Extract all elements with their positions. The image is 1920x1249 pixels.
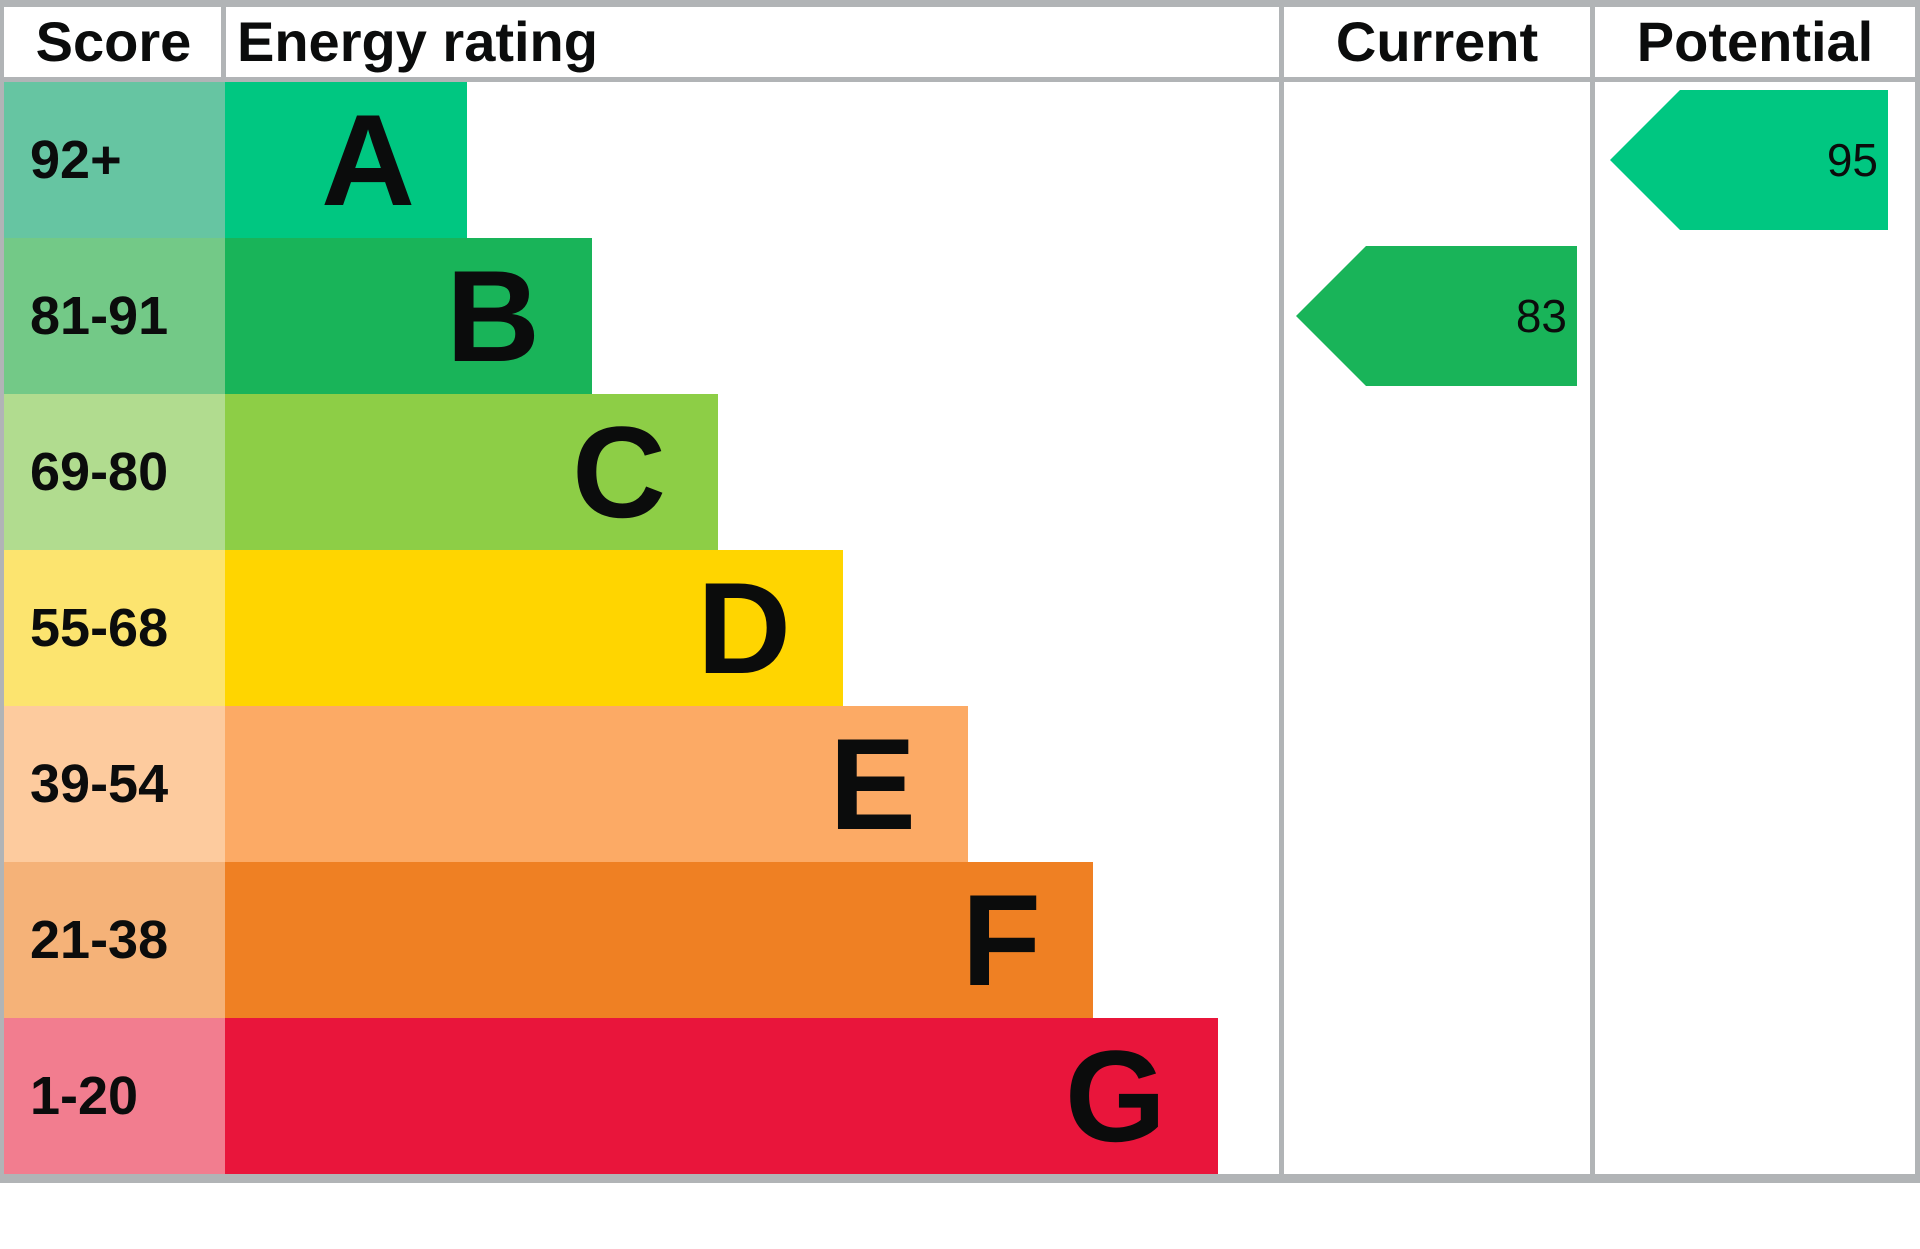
score-label-e: 39-54 [30, 754, 169, 814]
score-label-a: 92+ [30, 130, 122, 190]
current-rating-arrow: 83 [1296, 246, 1577, 386]
score-cell-d: 55-68 [4, 550, 225, 706]
rating-bar-d: D [225, 550, 843, 706]
potential-rating-arrow: 95 [1610, 90, 1888, 230]
column-header-current: Current [1335, 10, 1539, 73]
column-header-score: Score [35, 10, 192, 73]
score-cell-c: 69-80 [4, 394, 225, 550]
score-label-b: 81-91 [30, 286, 169, 346]
score-label-c: 69-80 [30, 442, 169, 502]
rating-letter-b: B [446, 243, 540, 389]
column-header-potential: Potential [1636, 10, 1874, 73]
score-cell-b: 81-91 [4, 238, 225, 394]
column-header-energy-rating: Energy rating [237, 10, 598, 73]
score-cell-e: 39-54 [4, 706, 225, 862]
rating-bar-e: E [225, 706, 968, 862]
table-border-bottom [0, 1174, 1920, 1183]
table-border-top [0, 0, 1920, 7]
column-divider-current [1279, 0, 1284, 1183]
score-cell-f: 21-38 [4, 862, 225, 1018]
rating-bar-f: F [225, 862, 1093, 1018]
rating-letter-e: E [829, 711, 916, 857]
rating-letter-g: G [1064, 1023, 1166, 1169]
score-label-d: 55-68 [30, 598, 169, 658]
rating-bar-b: B [225, 238, 592, 394]
rating-letter-d: D [697, 555, 791, 701]
score-cell-a: 92+ [4, 82, 225, 238]
score-label-f: 21-38 [30, 910, 169, 970]
score-label-g: 1-20 [30, 1066, 139, 1126]
table-border-right [1915, 0, 1920, 1183]
table-border-header-bottom [0, 77, 1920, 82]
header-divider-score-rating [221, 0, 226, 82]
rating-letter-a: A [321, 87, 415, 233]
potential-rating-value: 95 [1826, 134, 1878, 186]
rating-bar-c: C [225, 394, 718, 550]
score-cell-g: 1-20 [4, 1018, 225, 1174]
rating-bar-a: A [225, 82, 467, 238]
rating-letter-c: C [572, 399, 666, 545]
table-border-left [0, 0, 4, 1183]
current-rating-value: 83 [1515, 290, 1567, 342]
rating-bar-g: G [225, 1018, 1218, 1174]
rating-letter-f: F [961, 867, 1041, 1013]
column-divider-potential [1590, 0, 1595, 1183]
